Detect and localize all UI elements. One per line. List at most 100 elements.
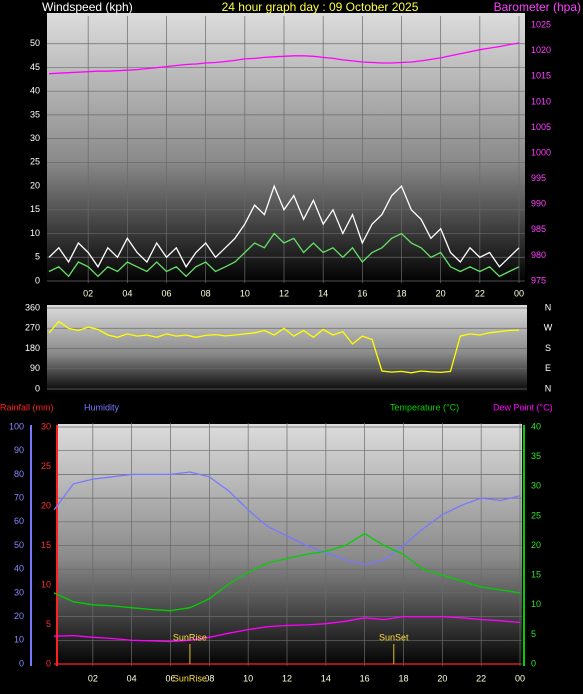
x-tick-label: 10 <box>240 288 250 298</box>
y-tick-label: 20 <box>14 611 24 621</box>
y3-tick-label: 25 <box>41 461 51 471</box>
y-tick-label: 360 <box>25 302 40 312</box>
y2-tick-label: 1025 <box>531 19 551 29</box>
x-tick-label: 22 <box>476 673 486 683</box>
y2-tick-label: 30 <box>531 481 541 491</box>
direction-plot-area <box>47 305 527 393</box>
x-tick-label: 14 <box>318 288 328 298</box>
y-tick-label: 10 <box>30 228 40 238</box>
y-tick-label: 20 <box>30 180 40 190</box>
legend-label: Dew Point (°C) <box>493 402 553 412</box>
series-line <box>48 320 520 374</box>
y3-tick-label: 20 <box>41 500 51 510</box>
y-tick-label: 60 <box>14 516 24 526</box>
sun-label: SunRise <box>173 673 207 683</box>
chart-layer: 0510152025303540455097598098599099510001… <box>0 16 553 685</box>
y2-tick-label: N <box>545 383 552 393</box>
y2-tick-label: N <box>545 302 552 312</box>
y2-tick-label: E <box>545 363 551 373</box>
sun-label: SunRise <box>173 632 207 642</box>
climate-plot-area <box>58 424 522 668</box>
series-line <box>48 232 520 278</box>
x-tick-label: 10 <box>243 673 253 683</box>
x-tick-label: 08 <box>204 673 214 683</box>
legend-label: Rainfall (mm) <box>0 402 54 412</box>
y-tick-label: 15 <box>30 204 40 214</box>
y3-tick-label: 15 <box>41 540 51 550</box>
series-line <box>53 532 521 612</box>
y2-tick-label: 15 <box>531 570 541 580</box>
series-line <box>53 471 521 566</box>
y-tick-label: 30 <box>14 587 24 597</box>
barometer-label: Barometer (hpa) <box>494 0 581 14</box>
y-tick-label: 40 <box>30 86 40 96</box>
x-tick-label: 02 <box>88 673 98 683</box>
x-tick-label: 06 <box>165 673 175 683</box>
y-tick-label: 70 <box>14 492 24 502</box>
y-tick-label: 50 <box>14 540 24 550</box>
y2-tick-label: 25 <box>531 510 541 520</box>
y-tick-label: 45 <box>30 62 40 72</box>
y-tick-label: 50 <box>30 38 40 48</box>
y-tick-label: 25 <box>30 157 40 167</box>
y-tick-label: 90 <box>14 445 24 455</box>
y2-tick-label: 995 <box>531 173 546 183</box>
y-tick-label: 35 <box>30 109 40 119</box>
x-tick-label: 04 <box>127 673 137 683</box>
x-tick-label: 18 <box>396 288 406 298</box>
x-tick-label: 12 <box>279 288 289 298</box>
x-tick-label: 22 <box>475 288 485 298</box>
y2-tick-label: 5 <box>531 629 536 639</box>
y2-tick-label: 1005 <box>531 122 551 132</box>
x-tick-label: 00 <box>514 288 524 298</box>
y-tick-label: 100 <box>9 421 24 431</box>
y-tick-label: 0 <box>35 275 40 285</box>
y3-tick-label: 0 <box>46 658 51 668</box>
legend-label: Humidity <box>84 402 120 412</box>
y2-tick-label: 20 <box>531 540 541 550</box>
y-tick-label: 40 <box>14 564 24 574</box>
x-tick-label: 06 <box>161 288 171 298</box>
sun-label-bg <box>173 673 206 685</box>
y2-tick-label: 985 <box>531 224 546 234</box>
y2-tick-label: S <box>545 343 551 353</box>
y-tick-label: 0 <box>19 658 24 668</box>
y2-tick-label: W <box>544 323 553 333</box>
y-tick-label: 10 <box>14 635 24 645</box>
x-tick-label: 18 <box>398 673 408 683</box>
y2-tick-label: 0 <box>531 658 536 668</box>
x-tick-label: 16 <box>360 673 370 683</box>
series-line <box>48 184 520 269</box>
y-tick-label: 0 <box>35 383 40 393</box>
y2-tick-label: 1010 <box>531 96 551 106</box>
y2-tick-label: 975 <box>531 275 546 285</box>
y2-tick-label: 1000 <box>531 147 551 157</box>
y-tick-label: 180 <box>25 343 40 353</box>
series-line <box>48 42 520 75</box>
x-tick-label: 02 <box>83 288 93 298</box>
y2-tick-label: 10 <box>531 599 541 609</box>
chart-title: 24 hour graph day : 09 October 2025 <box>222 0 419 14</box>
x-tick-label: 08 <box>201 288 211 298</box>
y2-tick-label: 1015 <box>531 71 551 81</box>
y-tick-label: 270 <box>25 323 40 333</box>
y2-tick-label: 35 <box>531 451 541 461</box>
sun-label: SunSet <box>379 632 409 642</box>
y3-tick-label: 30 <box>41 421 51 431</box>
y-tick-label: 30 <box>30 133 40 143</box>
windspeed-label: Windspeed (kph) <box>42 0 133 14</box>
legend-label: Temperature (°C) <box>390 402 459 412</box>
y2-tick-label: 40 <box>531 421 541 431</box>
x-tick-label: 00 <box>515 673 525 683</box>
x-tick-label: 14 <box>321 673 331 683</box>
y2-tick-label: 980 <box>531 250 546 260</box>
y2-tick-label: 1020 <box>531 45 551 55</box>
y2-tick-label: 990 <box>531 199 546 209</box>
y3-tick-label: 10 <box>41 579 51 589</box>
wind-plot-area <box>47 13 525 283</box>
x-tick-label: 16 <box>357 288 367 298</box>
y-tick-label: 5 <box>35 252 40 262</box>
x-tick-label: 20 <box>437 673 447 683</box>
x-tick-label: 12 <box>282 673 292 683</box>
